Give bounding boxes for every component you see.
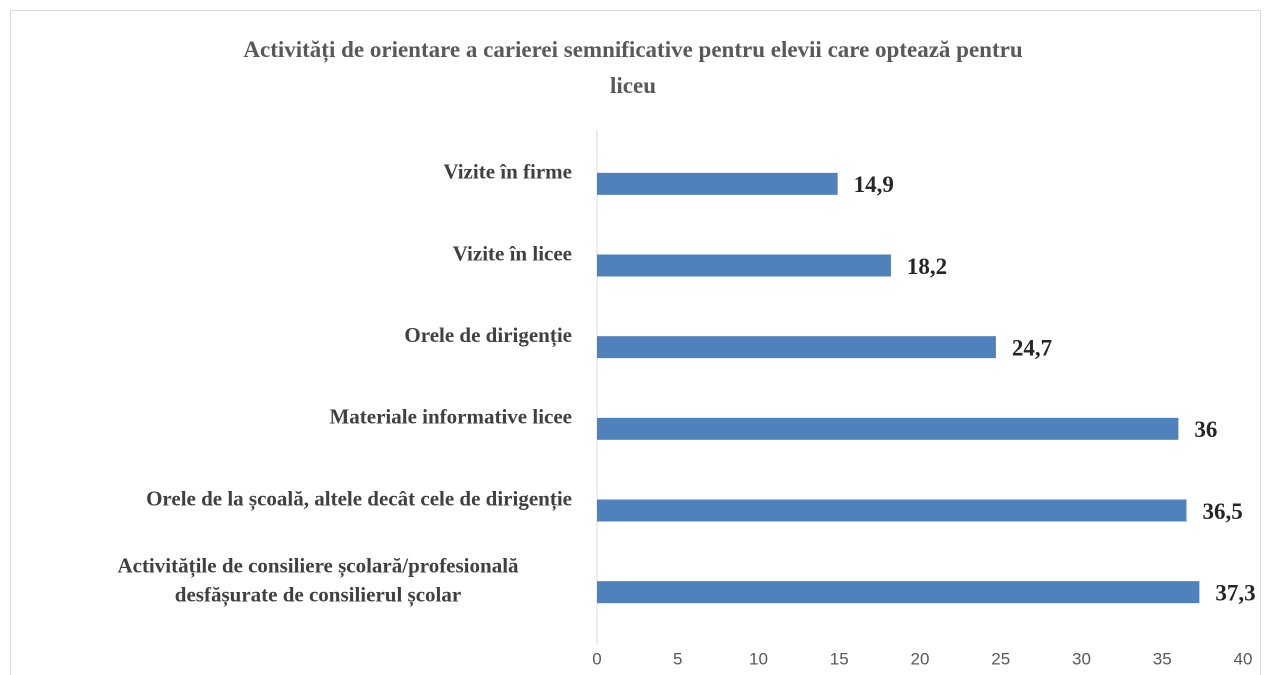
y-tick-label: Vizite în licee — [453, 241, 572, 265]
bar — [597, 581, 1200, 604]
value-label: 36,5 — [1202, 499, 1242, 524]
y-tick-label: Orele de la școală, altele decât cele de… — [146, 486, 572, 511]
y-tick-label: Activitățile de consiliere școlară/profe… — [117, 553, 519, 607]
x-tick-label: 5 — [673, 649, 682, 668]
value-label: 36 — [1194, 417, 1217, 442]
bar — [597, 172, 838, 195]
x-tick-label: 40 — [1234, 649, 1253, 668]
y-tick-label: Materiale informative licee — [329, 405, 572, 429]
x-tick-label: 10 — [749, 649, 768, 668]
y-tick-label: Vizite în firme — [443, 160, 572, 184]
x-tick-label: 30 — [1072, 649, 1091, 668]
value-label: 37,3 — [1215, 580, 1255, 605]
bar — [597, 336, 996, 359]
value-label: 24,7 — [1012, 335, 1052, 360]
value-label: 14,9 — [854, 172, 894, 197]
x-tick-label: 35 — [1153, 649, 1172, 668]
value-label: 18,2 — [907, 254, 947, 279]
x-tick-label: 25 — [991, 649, 1010, 668]
chart-title: Activități de orientare a carierei semni… — [243, 37, 1022, 98]
x-tick-label: 20 — [911, 649, 930, 668]
bar — [597, 417, 1179, 440]
x-tick-label: 15 — [830, 649, 849, 668]
y-tick-label: Orele de dirigenție — [404, 323, 572, 348]
x-tick-label: 0 — [592, 649, 601, 668]
bar — [597, 254, 891, 277]
bar — [597, 499, 1187, 522]
